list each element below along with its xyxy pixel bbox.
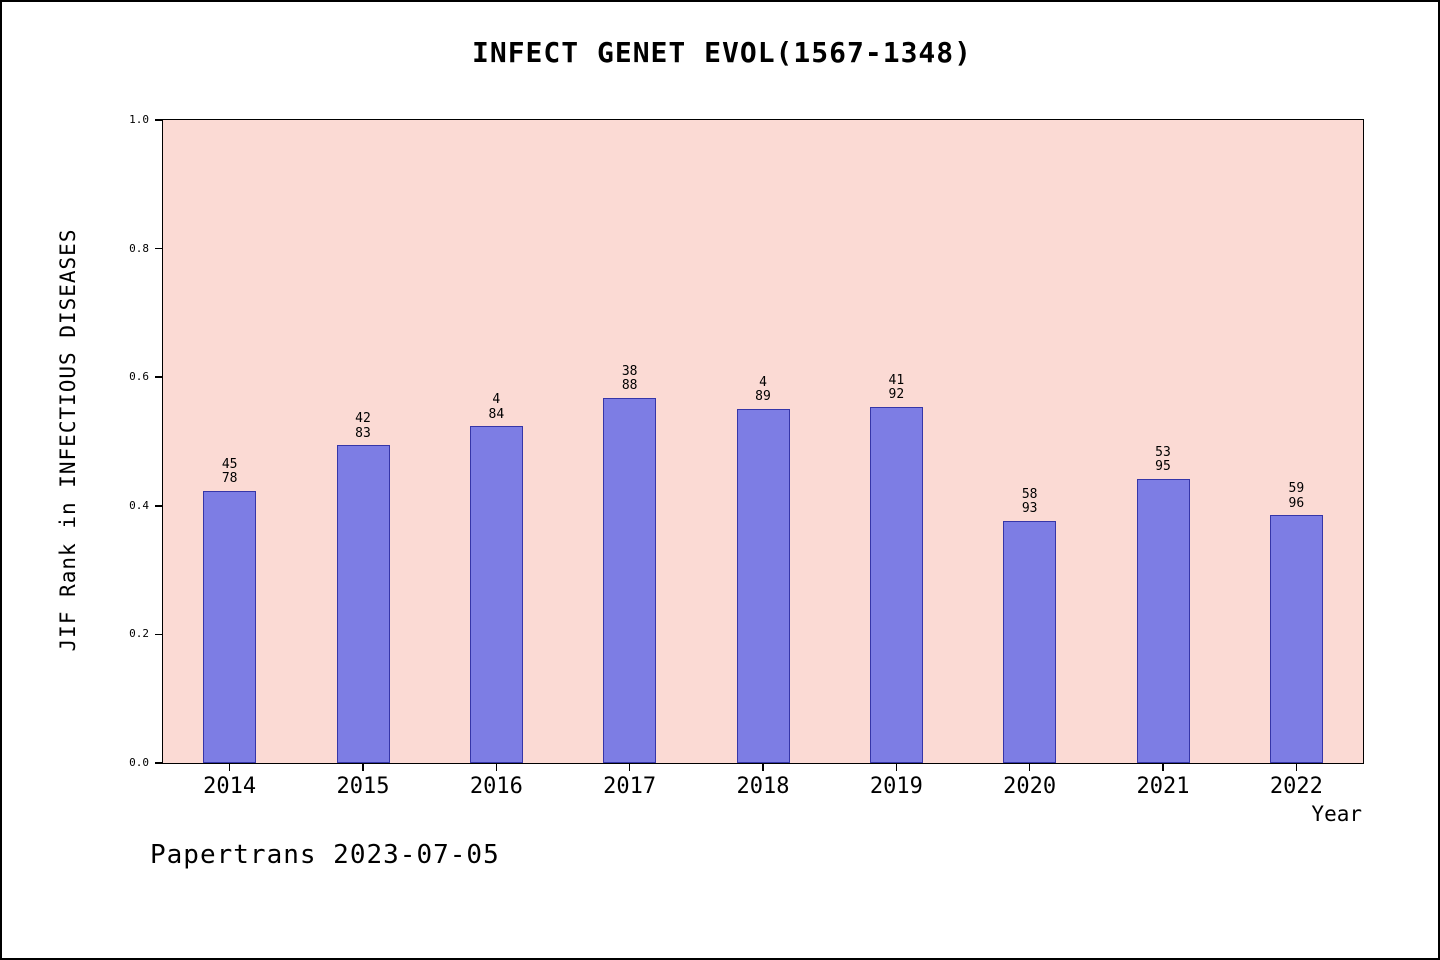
x-tick — [895, 764, 898, 771]
plot-area: 45 78 2014 42 83 2015 4 84 2016 38 88 2017 4 89 2… — [129, 113, 1364, 799]
bar-2016 — [469, 426, 523, 763]
y-tick — [155, 247, 162, 250]
x-tick-label-2016: 2016 — [469, 774, 523, 799]
x-tick — [495, 764, 498, 771]
bar-value-label: 4 89 — [755, 374, 771, 405]
y-tick-label-0.6: 0.6 — [129, 370, 149, 384]
x-tick-label-2018: 2018 — [736, 774, 790, 799]
x-tick — [228, 764, 231, 771]
y-tick-label-1.0: 1.0 — [129, 113, 149, 126]
x-tick-label-2017: 2017 — [603, 774, 657, 799]
y-tick-label-0.2: 0.2 — [129, 627, 149, 641]
bar-2017 — [603, 397, 657, 763]
y-tick — [155, 505, 162, 507]
bar-value-label: 59 96 — [1288, 481, 1305, 511]
y-tick-label-0.4: 0.4 — [129, 498, 149, 512]
chart-title: INFECT GENET EVOL(1567-1348) — [471, 36, 972, 69]
x-tick-label-2019: 2019 — [869, 774, 923, 799]
x-axis-title: Year — [1311, 802, 1362, 826]
x-tick-label-2022: 2022 — [1269, 774, 1323, 799]
watermark-note: Papertrans 2023-07-05 — [150, 840, 500, 870]
x-tick — [1162, 764, 1164, 771]
bar-value-label: 41 92 — [888, 372, 905, 403]
bar-value-label: 38 88 — [621, 363, 638, 394]
bar-2021 — [1136, 478, 1190, 763]
y-tick — [155, 376, 162, 378]
x-tick-label-2014: 2014 — [203, 774, 257, 799]
bar-2018 — [736, 408, 790, 763]
y-tick — [155, 119, 162, 121]
x-tick — [362, 764, 364, 771]
bar-value-label: 42 83 — [355, 411, 371, 441]
bar-2019 — [869, 406, 923, 763]
x-tick-label-2021: 2021 — [1136, 774, 1190, 799]
x-tick — [1028, 764, 1031, 771]
x-tick — [628, 764, 631, 771]
x-tick — [762, 764, 764, 771]
y-tick — [155, 762, 162, 764]
bar-2020 — [1003, 520, 1057, 763]
x-tick — [1295, 764, 1298, 771]
y-axis-title: JIF Rank in INFECTIOUS DISEASES — [56, 228, 80, 652]
bar-value-label: 4 84 — [488, 391, 505, 422]
x-tick-label-2020: 2020 — [1003, 774, 1057, 799]
y-tick — [155, 633, 162, 636]
bar-2022 — [1269, 515, 1323, 763]
y-tick-label-0.0: 0.0 — [129, 756, 149, 769]
bar-value-label: 45 78 — [221, 456, 238, 487]
bar-value-label: 53 95 — [1155, 444, 1171, 475]
x-tick-label-2015: 2015 — [336, 774, 390, 799]
y-tick-label-0.8: 0.8 — [129, 241, 149, 255]
bar-2014 — [203, 491, 257, 763]
bar-value-label: 58 93 — [1021, 486, 1038, 517]
bar-2015 — [336, 445, 390, 763]
